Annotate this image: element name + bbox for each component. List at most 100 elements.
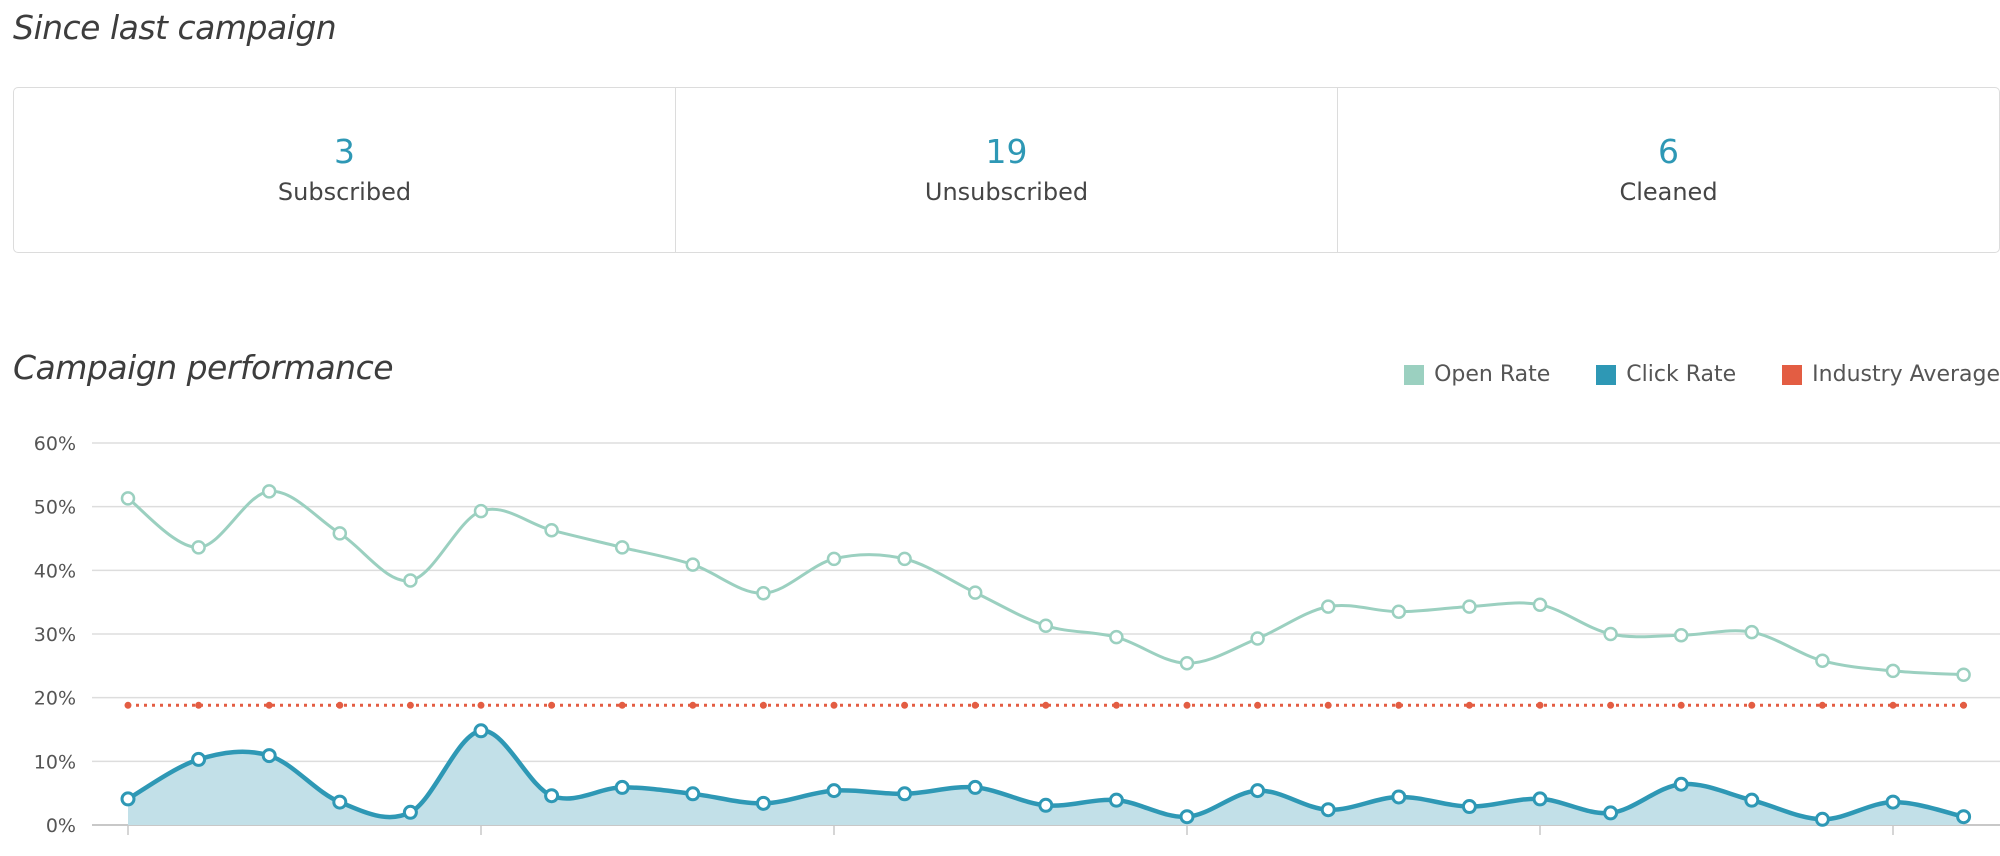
industry-average-point xyxy=(406,701,414,709)
open-rate-point xyxy=(1673,628,1689,643)
industry-average-point xyxy=(689,701,697,709)
industry-average-point xyxy=(1607,701,1615,709)
click-rate-point xyxy=(1108,792,1124,808)
click-rate-point xyxy=(1038,797,1054,813)
industry-average-point xyxy=(901,701,909,709)
industry-average-point xyxy=(830,701,838,709)
industry-average-point xyxy=(1889,701,1897,709)
click-rate-point xyxy=(191,751,207,767)
open-rate-point xyxy=(544,522,559,538)
click-rate-point xyxy=(755,795,771,811)
click-rate-point xyxy=(826,783,842,799)
industry-average-point xyxy=(1465,701,1473,709)
click-rate-point xyxy=(473,723,489,739)
y-tick-label: 40% xyxy=(34,560,76,582)
open-rate-point xyxy=(1744,624,1760,640)
open-rate-point xyxy=(261,484,277,499)
open-rate-point xyxy=(1109,629,1124,645)
y-tick-label: 50% xyxy=(34,497,76,519)
stat-label: Unsubscribed xyxy=(924,178,1089,206)
click-rate-point xyxy=(1320,802,1336,818)
industry-average-point xyxy=(548,701,556,709)
open-rate-point xyxy=(1532,597,1548,612)
click-rate-point xyxy=(614,779,630,795)
open-rate-point xyxy=(614,540,630,555)
click-rate-line xyxy=(126,728,1965,822)
click-rate-point xyxy=(685,786,701,802)
industry-average-point xyxy=(1960,701,1968,709)
click-rate-point xyxy=(1744,792,1760,808)
legend-label: Click Rate xyxy=(1626,362,1737,387)
industry-average-point xyxy=(1395,701,1403,709)
click-rate-point xyxy=(1179,809,1195,825)
stat-unsubscribed: 19 Unsubscribed xyxy=(676,88,1338,252)
legend-label: Open Rate xyxy=(1434,362,1551,387)
stat-label: Subscribed xyxy=(277,178,412,206)
click-rate-point xyxy=(1532,791,1548,807)
click-rate-point xyxy=(1885,794,1901,810)
stat-cleaned: 6 Cleaned xyxy=(1338,88,1999,252)
industry-average-point xyxy=(1042,701,1050,709)
click-rate-point xyxy=(1250,783,1266,799)
open-rate-point xyxy=(403,573,418,588)
industry-average-point xyxy=(336,701,344,709)
open-rate-point xyxy=(685,557,701,572)
industry-average-point xyxy=(1818,701,1826,709)
legend-item-open-rate[interactable]: Open Rate xyxy=(1404,362,1550,387)
since-last-campaign-title: Since last campaign xyxy=(13,8,337,47)
click-rate-point xyxy=(261,748,277,764)
click-rate-area xyxy=(128,730,1964,825)
stat-label: Cleaned xyxy=(1619,178,1718,206)
open-rate-point xyxy=(120,491,136,506)
industry-average-point xyxy=(971,701,979,709)
open-rate-point xyxy=(1179,656,1195,671)
open-rate-point xyxy=(1815,653,1830,668)
open-rate-point xyxy=(1956,667,1971,682)
open-rate-point xyxy=(1250,631,1265,646)
open-rate-point xyxy=(1885,663,1901,679)
click-rate-swatch xyxy=(1596,364,1617,385)
industry-average-point xyxy=(1677,701,1685,709)
y-tick-label: 60% xyxy=(34,433,76,455)
stats-card: 3 Subscribed 19 Unsubscribed 6 Cleaned xyxy=(13,87,2000,253)
click-rate-point xyxy=(897,786,913,802)
open-rate-point xyxy=(1038,618,1054,633)
open-rate-point xyxy=(967,585,983,600)
click-rate-point xyxy=(1673,776,1689,792)
industry-average-point xyxy=(759,701,767,709)
click-rate-point xyxy=(967,779,983,795)
industry-average-point xyxy=(1183,701,1191,709)
y-tick-label: 0% xyxy=(46,815,76,837)
click-rate-point xyxy=(1461,799,1477,815)
legend-item-click-rate[interactable]: Click Rate xyxy=(1596,362,1736,387)
legend-item-industry-average[interactable]: Industry Average xyxy=(1782,362,2000,387)
industry-average-point xyxy=(1324,701,1332,709)
open-rate-point xyxy=(1462,599,1477,614)
open-rate-point xyxy=(826,551,842,567)
open-rate-point xyxy=(1603,626,1618,642)
stat-subscribed: 3 Subscribed xyxy=(14,88,676,252)
open-rate-point xyxy=(191,540,206,555)
open-rate-point xyxy=(1320,599,1336,614)
click-rate-point xyxy=(1603,805,1619,821)
campaign-performance-title: Campaign performance xyxy=(13,348,394,387)
click-rate-point xyxy=(402,804,418,820)
open-rate-line xyxy=(127,489,1964,677)
click-rate-point xyxy=(120,791,136,807)
industry-average-swatch xyxy=(1782,364,1803,385)
legend-label: Industry Average xyxy=(1812,362,2000,387)
industry-average-point xyxy=(618,701,626,709)
y-tick-label: 30% xyxy=(34,624,76,646)
chart-legend: Open Rate Click Rate Industry Average xyxy=(1358,362,2000,387)
click-rate-point xyxy=(332,794,348,810)
industry-average-point xyxy=(1748,701,1756,709)
click-rate-point xyxy=(544,788,560,804)
stat-value: 6 xyxy=(1658,132,1679,171)
industry-average-point xyxy=(477,701,485,709)
click-rate-point xyxy=(1391,789,1407,805)
open-rate-point xyxy=(332,526,348,541)
open-rate-point xyxy=(473,503,489,519)
click-rate-point xyxy=(1956,809,1972,825)
open-rate-point xyxy=(756,586,771,601)
